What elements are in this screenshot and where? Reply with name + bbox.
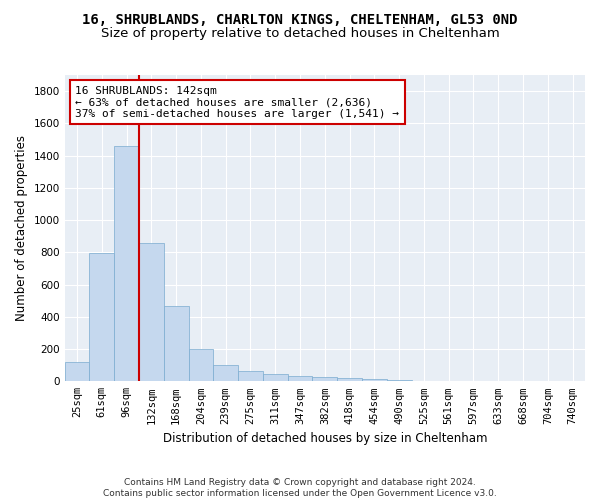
Bar: [65, 362, 89, 382]
Bar: [387, 380, 412, 382]
Bar: [164, 306, 188, 382]
Text: 16, SHRUBLANDS, CHARLTON KINGS, CHELTENHAM, GL53 0ND: 16, SHRUBLANDS, CHARLTON KINGS, CHELTENH…: [82, 12, 518, 26]
Bar: [362, 379, 387, 382]
Bar: [139, 242, 164, 382]
Bar: [238, 371, 263, 382]
Bar: [263, 374, 287, 382]
Text: Contains HM Land Registry data © Crown copyright and database right 2024.
Contai: Contains HM Land Registry data © Crown c…: [103, 478, 497, 498]
Text: Size of property relative to detached houses in Cheltenham: Size of property relative to detached ho…: [101, 28, 499, 40]
Bar: [89, 253, 114, 382]
Bar: [114, 146, 139, 382]
Y-axis label: Number of detached properties: Number of detached properties: [15, 135, 28, 321]
Bar: [337, 378, 362, 382]
X-axis label: Distribution of detached houses by size in Cheltenham: Distribution of detached houses by size …: [163, 432, 487, 445]
Bar: [313, 378, 337, 382]
Bar: [214, 365, 238, 382]
Bar: [287, 376, 313, 382]
Text: 16 SHRUBLANDS: 142sqm
← 63% of detached houses are smaller (2,636)
37% of semi-d: 16 SHRUBLANDS: 142sqm ← 63% of detached …: [75, 86, 399, 119]
Bar: [188, 349, 214, 382]
